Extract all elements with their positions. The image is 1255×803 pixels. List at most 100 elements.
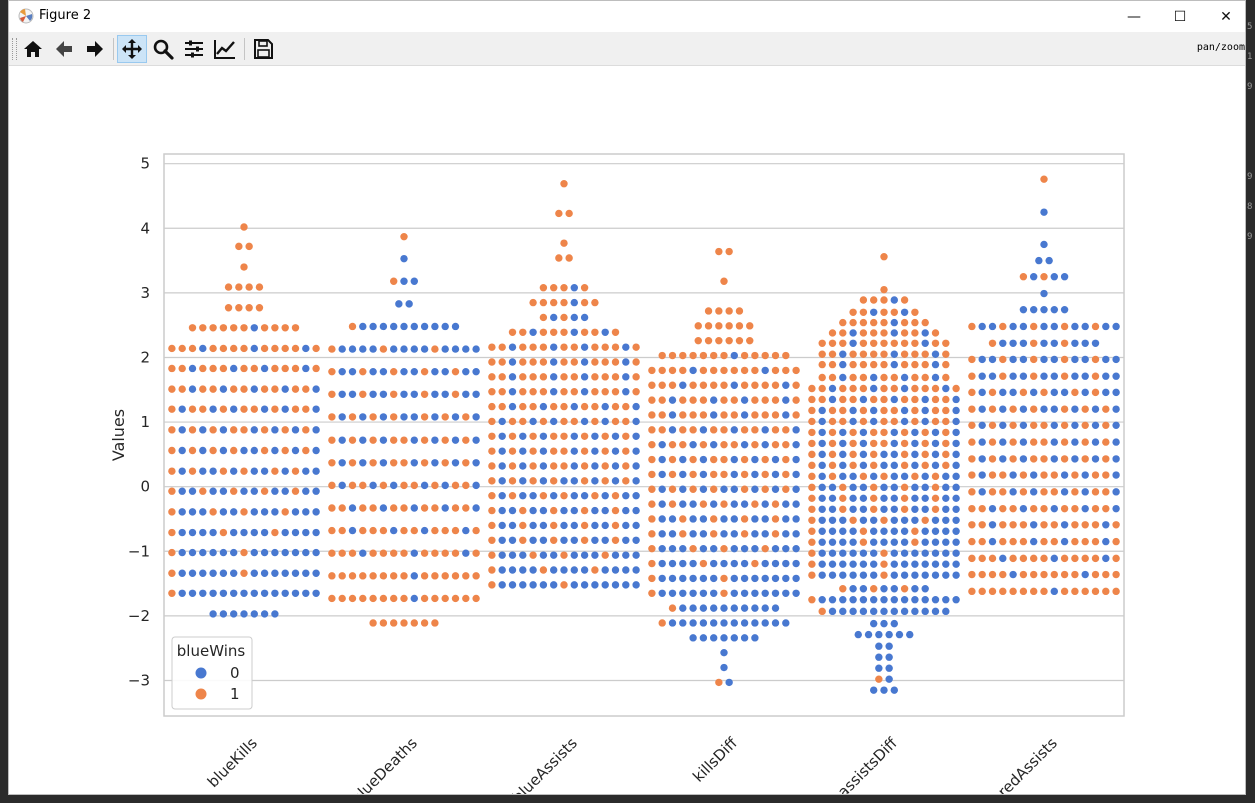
data-point	[338, 459, 346, 467]
data-point	[508, 462, 517, 470]
data-point	[539, 284, 548, 292]
data-point	[900, 505, 909, 513]
data-point	[911, 450, 919, 459]
data-point	[390, 345, 398, 353]
zoom-button[interactable]	[148, 35, 178, 63]
back-button[interactable]	[49, 35, 79, 63]
data-point	[539, 373, 548, 381]
toolbar-grip[interactable]	[12, 38, 17, 60]
data-point	[611, 506, 620, 515]
minimize-button[interactable]: —	[1111, 1, 1157, 32]
data-point	[1019, 488, 1028, 496]
data-point	[1030, 305, 1038, 314]
data-point	[271, 364, 279, 373]
data-point	[751, 619, 759, 627]
data-point	[591, 417, 599, 426]
data-point	[539, 551, 548, 559]
data-point	[611, 581, 620, 589]
data-point	[890, 308, 898, 316]
data-point	[921, 560, 929, 568]
data-point	[570, 447, 578, 455]
data-point	[519, 343, 527, 351]
data-point	[1071, 537, 1079, 546]
data-point	[611, 536, 620, 544]
data-point	[999, 587, 1007, 596]
data-point	[849, 339, 857, 347]
data-point	[740, 619, 749, 627]
data-point	[390, 504, 398, 512]
data-point	[1091, 372, 1100, 380]
data-point	[689, 530, 697, 538]
data-point	[942, 607, 950, 616]
figure-canvas[interactable]: 5 4 3 2 1 0 −1 −2 −3 blueKills blueDeaths blueAssi…	[9, 66, 1245, 795]
data-point	[880, 428, 888, 437]
data-point	[451, 413, 460, 421]
data-point	[870, 296, 878, 304]
configure-subplots-button[interactable]	[179, 35, 209, 63]
data-point	[1030, 587, 1038, 596]
data-point	[679, 455, 687, 464]
data-point	[942, 360, 950, 369]
data-point	[808, 505, 816, 513]
data-point	[178, 426, 186, 434]
data-point	[632, 536, 640, 544]
data-point	[1112, 405, 1120, 413]
data-point	[580, 388, 589, 396]
pan-button[interactable]	[117, 35, 147, 63]
home-button[interactable]	[18, 35, 48, 63]
data-point	[870, 428, 878, 437]
data-point	[818, 373, 826, 382]
data-point	[999, 554, 1007, 563]
data-point	[658, 470, 666, 479]
data-point	[900, 395, 909, 404]
maximize-button[interactable]: ☐	[1157, 1, 1203, 32]
data-point	[710, 411, 718, 419]
data-point	[230, 589, 238, 597]
data-point	[849, 406, 857, 415]
data-point	[921, 428, 929, 437]
data-point	[730, 366, 738, 375]
data-point	[550, 313, 558, 322]
data-point	[839, 450, 847, 459]
data-point	[952, 450, 960, 459]
data-point	[839, 596, 847, 604]
data-point	[462, 594, 470, 603]
data-point	[240, 589, 248, 597]
data-point	[648, 500, 656, 508]
data-point	[379, 413, 388, 421]
data-point	[1030, 405, 1038, 413]
data-point	[312, 487, 320, 495]
data-point	[519, 328, 527, 336]
data-point	[291, 528, 300, 537]
data-point	[751, 396, 759, 404]
save-button[interactable]	[248, 35, 278, 63]
close-button[interactable]: ✕	[1203, 1, 1245, 32]
data-point	[1091, 438, 1100, 446]
data-point	[359, 459, 367, 467]
data-point	[792, 381, 800, 389]
data-point	[828, 439, 837, 448]
data-point	[740, 440, 749, 449]
data-point	[230, 344, 238, 353]
data-point	[978, 421, 986, 430]
data-point	[988, 339, 997, 347]
data-point	[240, 426, 248, 434]
data-point	[782, 426, 790, 434]
data-point	[441, 436, 449, 444]
data-point	[622, 358, 630, 366]
data-point	[952, 406, 960, 415]
data-point	[699, 500, 708, 508]
data-point	[488, 462, 496, 470]
data-point	[730, 604, 738, 612]
data-point	[379, 526, 388, 535]
data-point	[942, 505, 950, 513]
forward-button[interactable]	[80, 35, 110, 63]
legend[interactable]: blueWins 0 1	[171, 636, 253, 710]
data-point	[890, 318, 898, 327]
data-point	[839, 549, 847, 557]
data-point	[880, 494, 888, 503]
data-point	[699, 559, 708, 568]
data-point	[395, 300, 403, 308]
edit-axis-button[interactable]	[210, 35, 240, 63]
